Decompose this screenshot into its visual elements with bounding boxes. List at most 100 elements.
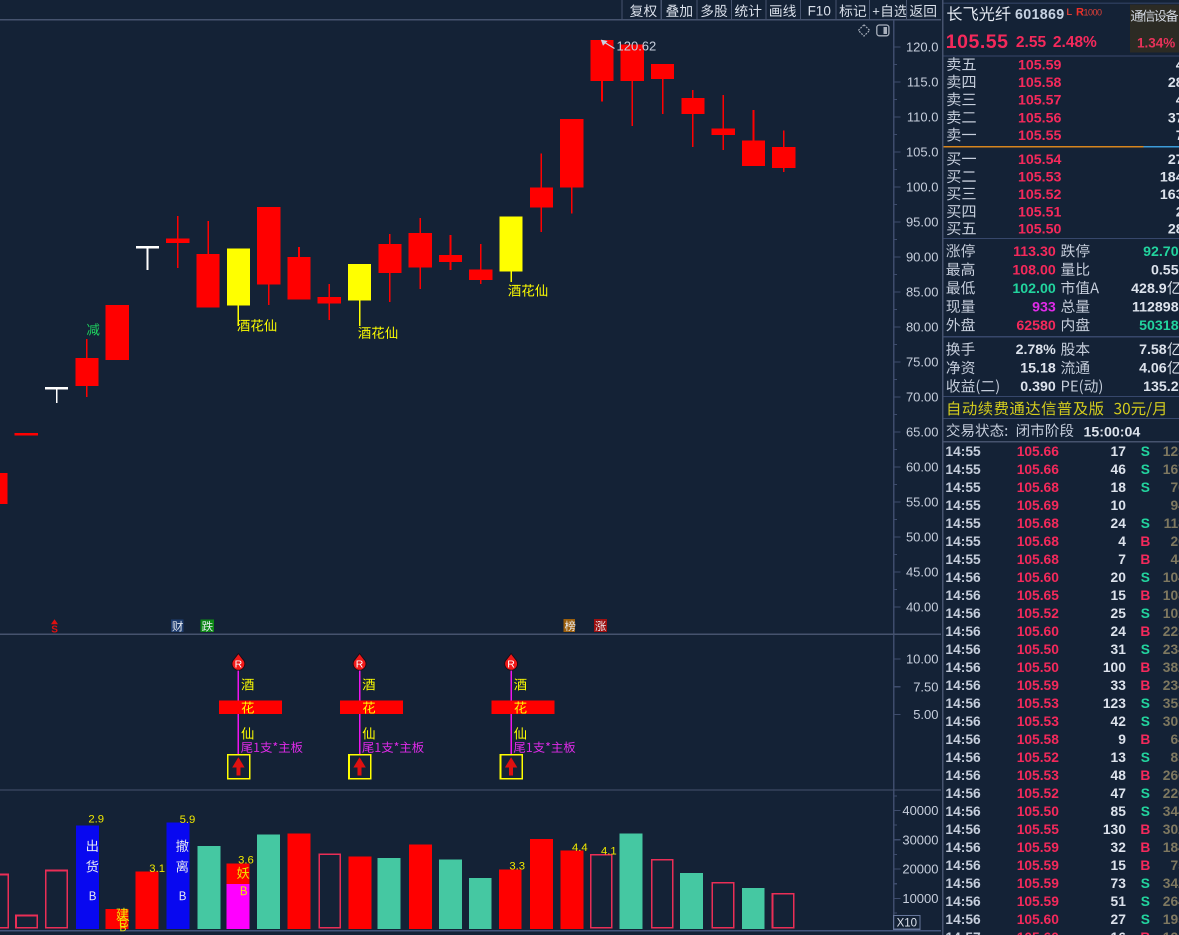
svg-text:102.00: 102.00 xyxy=(1012,281,1056,297)
svg-text:28: 28 xyxy=(1168,222,1179,238)
svg-text:105.59: 105.59 xyxy=(1018,57,1062,73)
svg-text:10000: 10000 xyxy=(902,891,938,906)
svg-text:13: 13 xyxy=(1111,750,1127,765)
svg-text:10: 10 xyxy=(1111,498,1127,513)
svg-text:108.00: 108.00 xyxy=(1012,262,1056,278)
svg-text:46: 46 xyxy=(1111,462,1127,477)
svg-text:14:56: 14:56 xyxy=(945,588,981,603)
svg-text:105.57: 105.57 xyxy=(1018,93,1062,109)
svg-text:105.60: 105.60 xyxy=(1017,912,1060,927)
svg-text:4.06: 4.06 xyxy=(1139,361,1167,377)
svg-text:14:56: 14:56 xyxy=(945,732,981,747)
svg-text:17: 17 xyxy=(1111,444,1127,459)
svg-text:105.52: 105.52 xyxy=(1017,750,1060,765)
svg-text:105.56: 105.56 xyxy=(1018,110,1062,126)
svg-text:S: S xyxy=(1141,444,1150,459)
svg-text:105.54: 105.54 xyxy=(1018,152,1062,168)
svg-text:20: 20 xyxy=(1111,570,1127,585)
svg-text:60.00: 60.00 xyxy=(906,460,939,475)
svg-text:105.53: 105.53 xyxy=(1017,714,1060,729)
svg-text:3.1: 3.1 xyxy=(149,863,165,875)
svg-text:B: B xyxy=(1140,624,1150,639)
svg-text:14:56: 14:56 xyxy=(945,768,981,783)
svg-text:3.3: 3.3 xyxy=(509,860,525,872)
svg-text:163: 163 xyxy=(1160,187,1179,203)
svg-text:2.55: 2.55 xyxy=(1016,34,1047,51)
svg-text:2.48%: 2.48% xyxy=(1053,34,1097,51)
svg-text:1670: 1670 xyxy=(1163,462,1179,477)
svg-text:14:55: 14:55 xyxy=(945,552,981,567)
svg-text:2.78%: 2.78% xyxy=(1016,342,1057,358)
svg-text:4: 4 xyxy=(1176,93,1179,109)
svg-text:105.52: 105.52 xyxy=(1017,786,1060,801)
svg-text:105.53: 105.53 xyxy=(1017,696,1060,711)
svg-text:5.00: 5.00 xyxy=(913,707,938,722)
svg-text:105.66: 105.66 xyxy=(1017,462,1060,477)
svg-text:31: 31 xyxy=(1111,642,1127,657)
svg-text:S: S xyxy=(1141,714,1150,729)
svg-text:105.68: 105.68 xyxy=(1017,534,1060,549)
svg-text:105.55: 105.55 xyxy=(946,31,1009,53)
svg-text:S: S xyxy=(1141,876,1150,891)
svg-text:933: 933 xyxy=(1032,299,1056,315)
svg-text:105.59: 105.59 xyxy=(1017,876,1060,891)
svg-text:105.53: 105.53 xyxy=(1017,768,1060,783)
svg-text:80.00: 80.00 xyxy=(906,320,939,335)
svg-text:7: 7 xyxy=(1176,128,1179,144)
svg-text:3010: 3010 xyxy=(1163,714,1179,729)
svg-text:B: B xyxy=(1140,732,1150,747)
svg-text:14:55: 14:55 xyxy=(945,462,981,477)
svg-text:50.00: 50.00 xyxy=(906,530,939,545)
svg-text:14:56: 14:56 xyxy=(945,804,981,819)
svg-text:14:56: 14:56 xyxy=(945,876,981,891)
svg-text:1080: 1080 xyxy=(1163,588,1179,603)
svg-text:14:56: 14:56 xyxy=(945,606,981,621)
svg-text:135.2: 135.2 xyxy=(1143,379,1179,395)
svg-text:7: 7 xyxy=(1118,552,1126,567)
svg-text:27: 27 xyxy=(1168,152,1179,168)
svg-text:0.390: 0.390 xyxy=(1020,379,1056,395)
svg-text:9: 9 xyxy=(1118,732,1126,747)
svg-text:48: 48 xyxy=(1111,768,1127,783)
svg-text:92.70: 92.70 xyxy=(1143,244,1179,260)
svg-text:15: 15 xyxy=(1111,588,1127,603)
svg-text:14:56: 14:56 xyxy=(945,678,981,693)
svg-text:S: S xyxy=(1141,750,1150,765)
svg-text:2260: 2260 xyxy=(1163,786,1179,801)
svg-text:85: 85 xyxy=(1111,804,1127,819)
svg-text:3440: 3440 xyxy=(1163,804,1179,819)
svg-text:90.00: 90.00 xyxy=(906,250,939,265)
svg-text:100: 100 xyxy=(1103,660,1126,675)
svg-text:B: B xyxy=(1140,552,1150,567)
svg-text:45.00: 45.00 xyxy=(906,565,939,580)
svg-text:1020: 1020 xyxy=(1163,606,1179,621)
svg-text:14:56: 14:56 xyxy=(945,714,981,729)
svg-text:105.58: 105.58 xyxy=(1017,732,1060,747)
svg-text:4: 4 xyxy=(1176,57,1179,73)
svg-text:50318: 50318 xyxy=(1139,318,1179,334)
svg-text:7.58: 7.58 xyxy=(1139,342,1167,358)
svg-text:14:56: 14:56 xyxy=(945,570,981,585)
svg-text:B: B xyxy=(1140,534,1150,549)
svg-text:105.51: 105.51 xyxy=(1018,205,1062,221)
svg-text:7.50: 7.50 xyxy=(913,679,938,694)
svg-text:37: 37 xyxy=(1168,110,1179,126)
svg-text:4.4: 4.4 xyxy=(572,842,588,854)
svg-text:640: 640 xyxy=(1170,732,1179,747)
svg-text:40.00: 40.00 xyxy=(906,600,939,615)
svg-text:R: R xyxy=(507,659,515,671)
svg-text:105.59: 105.59 xyxy=(1017,894,1060,909)
svg-text:105.50: 105.50 xyxy=(1017,660,1060,675)
svg-text:28: 28 xyxy=(1168,75,1179,91)
svg-text:112898: 112898 xyxy=(1132,299,1179,315)
svg-text:70.00: 70.00 xyxy=(906,390,939,405)
svg-text:B: B xyxy=(1140,588,1150,603)
svg-text:1040: 1040 xyxy=(1163,570,1179,585)
svg-text:14:55: 14:55 xyxy=(945,534,981,549)
svg-text:L: L xyxy=(1066,7,1072,18)
svg-text:42: 42 xyxy=(1111,714,1127,729)
svg-text:B: B xyxy=(1140,822,1150,837)
svg-text:123: 123 xyxy=(1103,696,1126,711)
svg-text:1000: 1000 xyxy=(1084,8,1103,18)
svg-text:14:55: 14:55 xyxy=(945,444,981,459)
